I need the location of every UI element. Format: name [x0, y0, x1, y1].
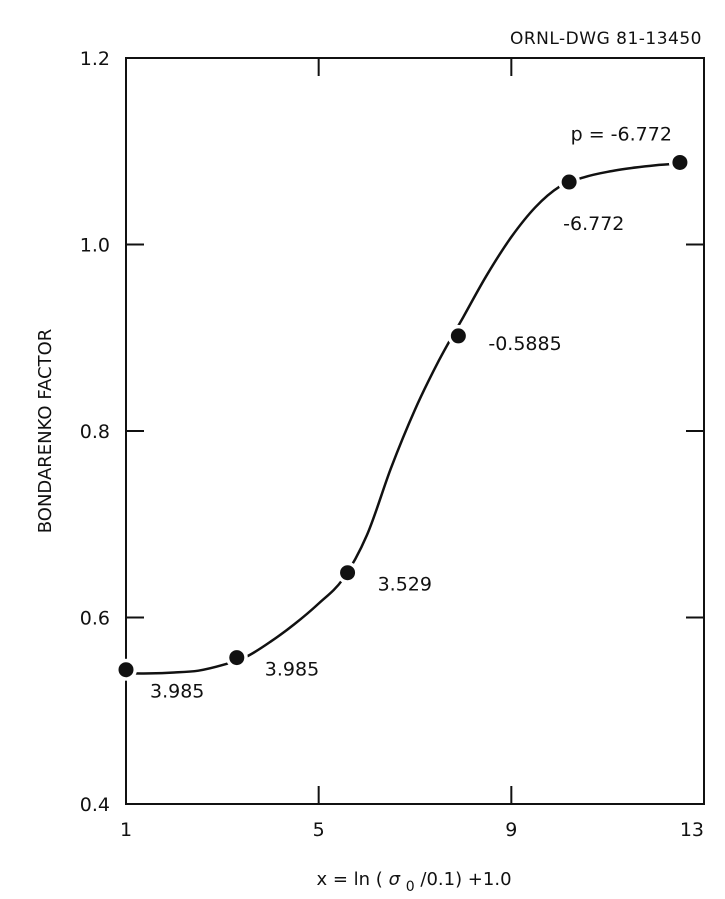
data-point — [450, 328, 466, 344]
y-tick-label: 1.0 — [80, 235, 110, 257]
tick-labels: 1 5 9 13 0.4 0.6 0.8 1.0 1.2 — [80, 48, 704, 841]
data-point-label: 3.985 — [150, 681, 204, 703]
data-point — [561, 174, 577, 190]
y-tick-label: 1.2 — [80, 48, 110, 70]
y-axis-title: BONDARENKO FACTOR — [35, 329, 56, 534]
axis-ticks — [126, 58, 704, 804]
x-axis-title: x = ln ( σ 0 /0.1) +1.0 — [316, 869, 511, 896]
fitted-curve — [125, 162, 680, 675]
data-point — [229, 650, 245, 666]
x-axis-title-sigma: σ — [389, 869, 401, 890]
y-tick-label: 0.8 — [80, 421, 110, 443]
x-axis-title-subscript: 0 — [406, 879, 415, 895]
data-point-label: -0.5885 — [488, 333, 561, 355]
x-tick-label: 1 — [120, 819, 132, 841]
x-tick-label: 9 — [505, 819, 517, 841]
data-point-label: 3.529 — [378, 574, 432, 596]
data-point-label: 3.985 — [265, 659, 319, 681]
data-point — [340, 565, 356, 581]
x-axis-title-prefix: x = ln — [316, 869, 370, 890]
data-point — [672, 154, 688, 170]
y-tick-label: 0.4 — [80, 794, 110, 816]
drawing-id: ORNL-DWG 81-13450 — [510, 29, 702, 49]
data-point-label: p = -6.772 — [571, 123, 672, 145]
data-points — [115, 151, 691, 681]
x-axis-title-suffix: /0.1) +1.0 — [420, 869, 511, 890]
y-tick-label: 0.6 — [80, 608, 110, 630]
data-point-label: -6.772 — [563, 213, 624, 235]
x-tick-label: 13 — [680, 819, 704, 841]
x-tick-label: 5 — [313, 819, 325, 841]
data-point — [118, 662, 134, 678]
data-point-labels: 3.985 3.985 3.529 -0.5885 -6.772 p = -6.772 — [150, 123, 672, 702]
